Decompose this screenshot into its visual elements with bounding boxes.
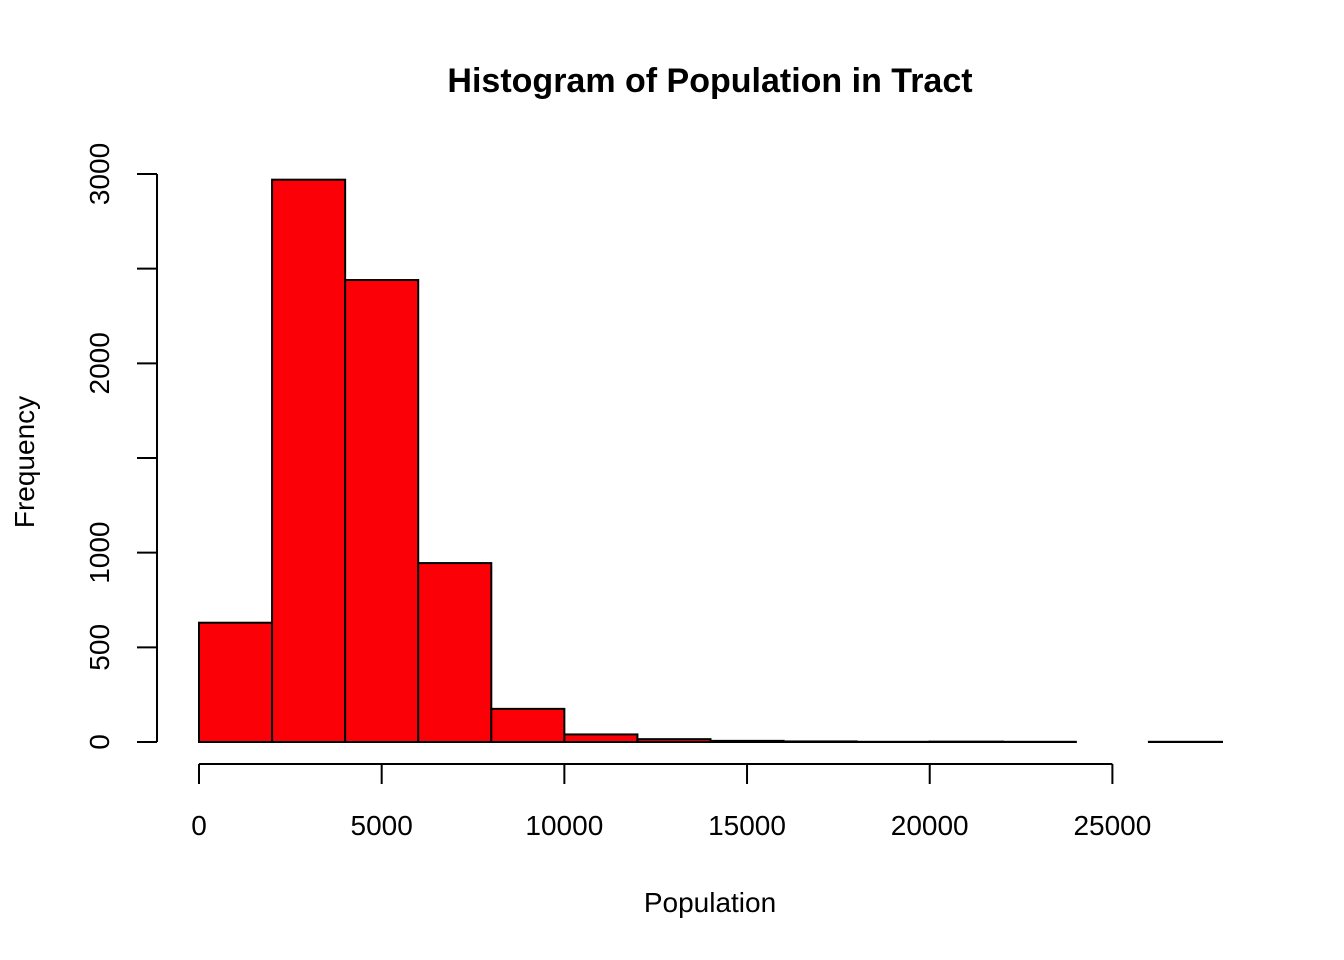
y-axis-label: Frequency xyxy=(9,396,40,528)
histogram-bar-6 xyxy=(636,738,712,743)
histogram-bar-8 xyxy=(782,740,858,744)
y-tick-label-0: 0 xyxy=(84,734,115,750)
x-tick-label-1: 5000 xyxy=(351,810,413,841)
y-tick-label-1: 500 xyxy=(84,624,115,671)
y-tick-label-6: 3000 xyxy=(84,143,115,205)
histogram-bar-4 xyxy=(490,707,566,743)
histogram-bar-7 xyxy=(709,739,785,744)
histogram-bar-1 xyxy=(271,178,347,743)
x-axis-label: Population xyxy=(644,887,776,918)
histogram-bar-5 xyxy=(563,733,639,744)
x-tick-label-0: 0 xyxy=(191,810,207,841)
y-tick-label-2: 1000 xyxy=(84,522,115,584)
x-tick-label-3: 15000 xyxy=(708,810,786,841)
x-tick-label-2: 10000 xyxy=(525,810,603,841)
y-tick-label-4: 2000 xyxy=(84,332,115,394)
bars-group xyxy=(198,178,1224,744)
histogram-bar-3 xyxy=(417,562,493,744)
y-axis: 0 500 1000 2000 3000 xyxy=(84,143,158,750)
histogram-bar-0 xyxy=(198,621,274,743)
histogram-bar-2 xyxy=(344,279,420,743)
x-tick-label-5: 25000 xyxy=(1073,810,1151,841)
x-axis: 0 5000 10000 15000 20000 25000 xyxy=(191,763,1151,841)
chart-title: Histogram of Population in Tract xyxy=(447,62,972,100)
x-tick-label-4: 20000 xyxy=(891,810,969,841)
